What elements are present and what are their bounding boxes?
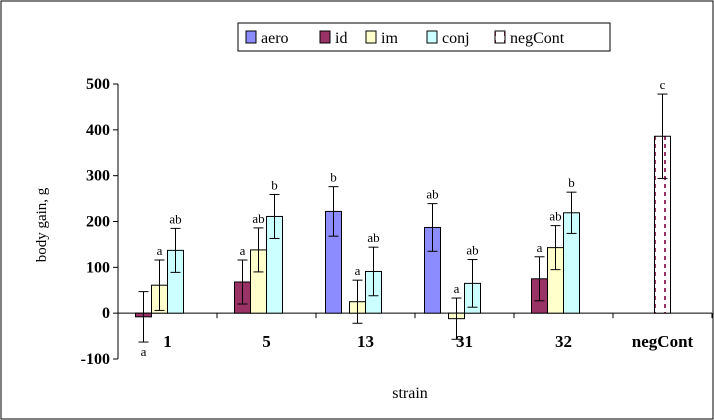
- significance-label: ab: [367, 230, 379, 245]
- legend-swatch-id: [319, 30, 331, 44]
- legend-label-id: id: [335, 30, 347, 47]
- legend-label-negCont: negCont: [510, 30, 565, 47]
- x-tick-label: 32: [555, 332, 572, 351]
- y-tick-label: 500: [86, 76, 110, 93]
- significance-label: a: [355, 263, 361, 278]
- y-tick-label: 400: [86, 122, 110, 139]
- x-axis-label: strain: [392, 385, 428, 402]
- significance-label: a: [240, 243, 246, 258]
- significance-label: ab: [549, 209, 561, 224]
- significance-label: a: [454, 281, 460, 296]
- x-tick-label: 31: [456, 332, 473, 351]
- legend-swatch-negCont: [494, 30, 506, 44]
- legend-box: [237, 22, 611, 52]
- legend-label-im: im: [381, 30, 398, 47]
- significance-label: ab: [169, 211, 181, 226]
- bars: b ab a a a a ab a a ab ab b ab ab b c: [135, 77, 671, 359]
- significance-label: a: [537, 240, 543, 255]
- significance-label: a: [141, 344, 147, 359]
- axes: 500 400 300 200 100 0 -100 1 5 13 31 32 negCont: [81, 76, 713, 368]
- significance-label: c: [660, 77, 666, 92]
- x-tick-label: 13: [357, 332, 374, 351]
- significance-label: b: [271, 177, 278, 192]
- y-tick-label: 300: [86, 168, 110, 185]
- y-tick-label: 200: [86, 214, 110, 231]
- significance-label: ab: [466, 243, 478, 258]
- legend-swatch-im: [365, 30, 377, 44]
- y-axis-label: body gain, g: [34, 187, 50, 262]
- legend: aero id im conj negCont: [237, 22, 611, 52]
- legend-label-aero: aero: [261, 30, 289, 47]
- legend-label-conj: conj: [442, 30, 470, 47]
- y-tick-label: -100: [81, 351, 110, 368]
- significance-label: ab: [252, 211, 264, 226]
- y-tick-label: 0: [102, 305, 110, 322]
- x-tick-label: 1: [163, 332, 172, 351]
- x-tick-label: negCont: [632, 332, 694, 351]
- significance-label: b: [568, 175, 575, 190]
- legend-swatch-aero: [245, 30, 257, 44]
- legend-swatch-conj: [426, 30, 438, 44]
- y-tick-label: 100: [86, 259, 110, 276]
- significance-label: b: [330, 170, 337, 185]
- significance-label: ab: [426, 187, 438, 202]
- x-tick-label: 5: [262, 332, 271, 351]
- significance-label: a: [157, 243, 163, 258]
